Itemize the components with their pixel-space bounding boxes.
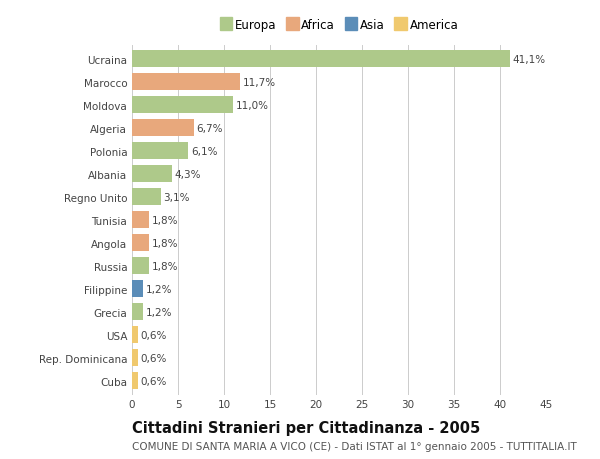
Bar [132,189,161,206]
Text: 1,8%: 1,8% [151,215,178,225]
Legend: Europa, Africa, Asia, America: Europa, Africa, Asia, America [217,17,461,34]
Bar [132,280,143,298]
Bar [132,349,137,367]
Text: 11,0%: 11,0% [236,101,269,111]
Text: Cittadini Stranieri per Cittadinanza - 2005: Cittadini Stranieri per Cittadinanza - 2… [132,420,480,435]
Bar [132,74,239,91]
Bar [132,51,510,68]
Bar [132,212,149,229]
Bar [132,257,149,275]
Text: 0,6%: 0,6% [140,376,167,386]
Bar [132,372,137,390]
Bar [132,235,149,252]
Text: 6,1%: 6,1% [191,146,217,157]
Text: 0,6%: 0,6% [140,330,167,340]
Bar [132,326,137,344]
Text: COMUNE DI SANTA MARIA A VICO (CE) - Dati ISTAT al 1° gennaio 2005 - TUTTITALIA.I: COMUNE DI SANTA MARIA A VICO (CE) - Dati… [132,441,577,451]
Text: 1,2%: 1,2% [146,284,172,294]
Text: 1,2%: 1,2% [146,307,172,317]
Text: 3,1%: 3,1% [163,192,190,202]
Text: 1,8%: 1,8% [151,261,178,271]
Bar [132,143,188,160]
Text: 6,7%: 6,7% [196,123,223,134]
Text: 41,1%: 41,1% [513,55,546,65]
Text: 11,7%: 11,7% [242,78,275,88]
Bar [132,303,143,321]
Bar [132,166,172,183]
Text: 0,6%: 0,6% [140,353,167,363]
Bar [132,120,194,137]
Text: 1,8%: 1,8% [151,238,178,248]
Text: 4,3%: 4,3% [175,169,201,179]
Bar [132,97,233,114]
